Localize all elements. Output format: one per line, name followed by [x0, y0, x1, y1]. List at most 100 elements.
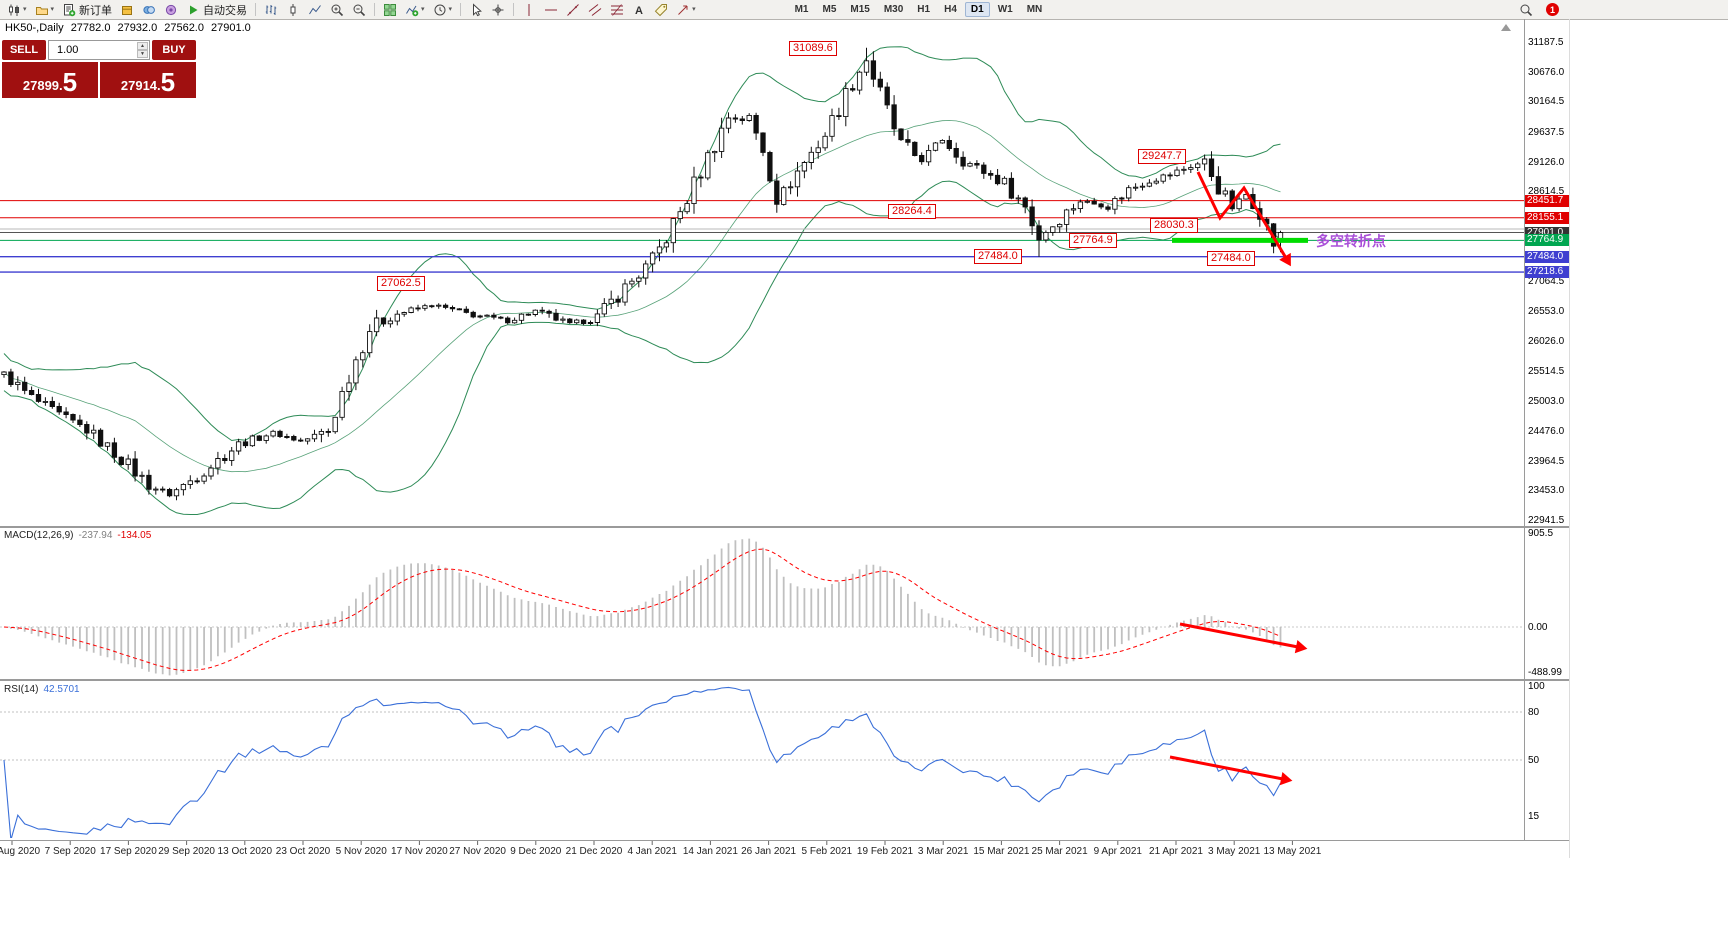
horizontal-line-tool-button[interactable] — [541, 1, 561, 18]
arrows-icon — [676, 3, 690, 17]
bars-icon — [264, 3, 278, 17]
timeframe-m15[interactable]: M15 — [850, 4, 870, 15]
chart-shift-marker[interactable] — [1501, 24, 1511, 31]
price-annotation[interactable]: 27062.5 — [377, 276, 425, 291]
candlestick-mode-button[interactable] — [283, 1, 303, 18]
toolbar-separator — [460, 3, 462, 16]
new-order-button[interactable]: 新订单 — [59, 1, 115, 18]
date-label: 5 Nov 2020 — [335, 846, 387, 857]
price-scale-label: 22941.5 — [1528, 515, 1565, 526]
arrows-tool-button[interactable]: ▾ — [673, 1, 699, 18]
community-button[interactable] — [161, 1, 181, 18]
label-tool-button[interactable] — [651, 1, 671, 18]
fibonacci-tool-button[interactable] — [607, 1, 627, 18]
volume-increase-button[interactable]: ▲ — [137, 42, 148, 50]
zoom-in-icon — [330, 3, 344, 17]
panel-separator[interactable] — [0, 679, 1570, 681]
symbol-period-label: HK50-,Daily — [5, 22, 64, 34]
price-annotation[interactable]: 31089.6 — [789, 41, 837, 56]
market-button[interactable] — [117, 1, 137, 18]
axis-separator — [0, 840, 1570, 841]
tline-icon — [566, 3, 580, 17]
timeframe-d1[interactable]: D1 — [964, 2, 990, 17]
periods-button[interactable]: ▾ — [430, 1, 456, 18]
price-annotation[interactable]: 28264.4 — [888, 204, 936, 219]
search-button[interactable] — [1516, 1, 1536, 18]
date-label: 17 Sep 2020 — [100, 846, 157, 857]
price-scale-label: 25514.5 — [1528, 365, 1565, 377]
toolbar-right-group: 1 — [1515, 1, 1559, 18]
toolbar-separator — [374, 3, 376, 16]
bar-chart-mode-button[interactable] — [261, 1, 281, 18]
fibo-icon — [610, 3, 624, 17]
timeframe-m30[interactable]: M30 — [883, 4, 904, 15]
sell-button[interactable]: SELL — [2, 40, 46, 60]
profiles-button[interactable]: ▾ — [32, 1, 58, 18]
timeframe-m5[interactable]: M5 — [822, 4, 837, 15]
price-annotation[interactable]: 28030.3 — [1150, 218, 1198, 233]
label-icon — [654, 3, 668, 17]
price-scale-badge: 27484.0 — [1525, 250, 1569, 263]
price-scale-label: 27064.5 — [1528, 276, 1565, 287]
bollinger-lower-band — [3, 180, 1281, 515]
macd-main-value: -237.94 — [78, 530, 113, 541]
date-label: 5 Feb 2021 — [801, 846, 853, 857]
timeframe-h4[interactable]: H4 — [944, 4, 957, 15]
volume-spinner: ▲ ▼ — [137, 42, 148, 58]
zoom-in-button[interactable] — [327, 1, 347, 18]
price-annotation[interactable]: 27484.0 — [974, 249, 1022, 264]
timeframe-w1[interactable]: W1 — [997, 4, 1013, 15]
price-annotation[interactable]: 27484.0 — [1207, 251, 1255, 266]
chart-title: HK50-,Daily 27782.0 27932.0 27562.0 27901.0 — [5, 22, 258, 34]
rsi-value: 42.5701 — [43, 684, 80, 695]
sell-price[interactable]: 27899. 5 — [2, 62, 98, 98]
price-scale-badge: 27764.9 — [1525, 234, 1569, 247]
channel-tool-button[interactable] — [585, 1, 605, 18]
line-chart-mode-button[interactable] — [305, 1, 325, 18]
cursor-icon — [469, 2, 483, 17]
zoom-out-icon — [352, 3, 366, 17]
cursor-tool-button[interactable] — [466, 1, 486, 18]
turning-point-label[interactable]: 多空转折点 — [1316, 233, 1386, 249]
auto-trading-label: 自动交易 — [203, 4, 248, 17]
buy-button[interactable]: BUY — [152, 40, 196, 60]
vertical-line-tool-button[interactable] — [519, 1, 539, 18]
date-label: 13 Oct 2020 — [217, 846, 273, 857]
play-icon — [186, 3, 200, 17]
notification-badge[interactable]: 1 — [1546, 3, 1559, 16]
date-label: 3 May 2021 — [1208, 846, 1261, 857]
price-scale-label: 23964.5 — [1528, 455, 1565, 467]
rsi-name: RSI(14) — [4, 684, 39, 695]
price-trend-arrow-head — [1279, 252, 1291, 267]
doc-plus-icon — [62, 3, 76, 17]
volume-decrease-button[interactable]: ▼ — [137, 50, 148, 58]
panel-separator[interactable] — [0, 526, 1570, 528]
timeframe-mn[interactable]: MN — [1026, 4, 1043, 15]
volume-value: 1.00 — [57, 44, 79, 56]
tile-windows-button[interactable] — [380, 1, 400, 18]
zoom-out-button[interactable] — [349, 1, 369, 18]
indicators-button[interactable]: ▾ — [402, 1, 428, 18]
rsi-trend-arrow[interactable] — [1169, 755, 1284, 781]
price-trend-arrow[interactable] — [1196, 171, 1288, 259]
toolbar-separator — [255, 3, 257, 16]
volume-input[interactable]: 1.00 ▲ ▼ — [48, 40, 150, 60]
date-label: 21 Dec 2020 — [565, 846, 623, 857]
crosshair-tool-button[interactable] — [488, 1, 508, 18]
new-chart-button[interactable]: ▾ — [4, 1, 30, 18]
timeframe-m1[interactable]: M1 — [794, 4, 809, 15]
date-label: 19 Feb 2021 — [856, 846, 914, 857]
buy-price[interactable]: 27914. 5 — [100, 62, 196, 98]
clock-icon — [433, 3, 447, 17]
text-tool-button[interactable]: A — [629, 1, 649, 18]
auto-trading-button[interactable]: 自动交易 — [183, 1, 250, 18]
signals-button[interactable] — [139, 1, 159, 18]
timeframe-h1[interactable]: H1 — [917, 4, 931, 15]
trendline-tool-button[interactable] — [563, 1, 583, 18]
date-label: 4 Jan 2021 — [627, 846, 677, 857]
price-annotation[interactable]: 27764.9 — [1069, 233, 1117, 248]
macd-trend-arrow[interactable] — [1179, 622, 1299, 649]
price-annotation[interactable]: 29247.7 — [1138, 149, 1186, 164]
